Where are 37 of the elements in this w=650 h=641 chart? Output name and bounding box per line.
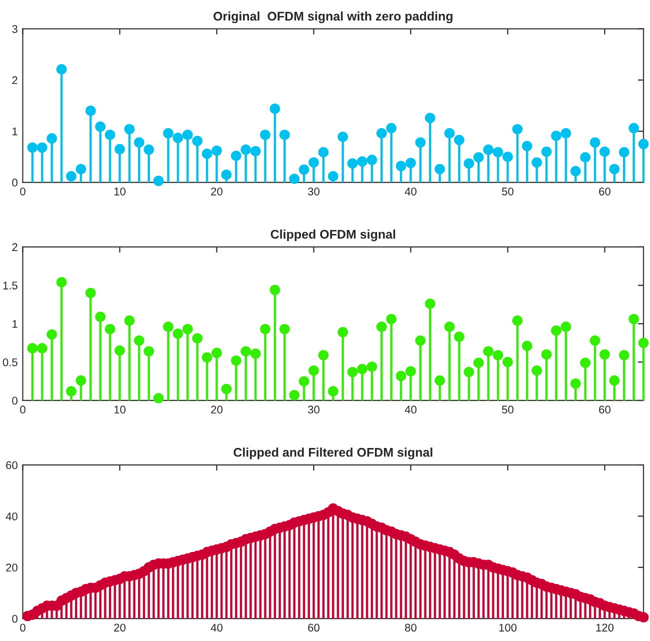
x-tick-label: 40 bbox=[404, 188, 416, 196]
y-tick-label: 2 bbox=[12, 76, 18, 84]
x-tick-label: 0 bbox=[20, 624, 26, 632]
x-tick-label: 40 bbox=[210, 624, 222, 632]
y-tick-label: 0 bbox=[12, 396, 18, 405]
y-tick-label: 20 bbox=[6, 564, 18, 572]
x-tick-label: 30 bbox=[308, 406, 320, 414]
x-tick-label: 60 bbox=[599, 188, 610, 196]
x-tick-label: 0 bbox=[20, 406, 26, 414]
x-tick-label: 0 bbox=[20, 188, 26, 196]
y-tick-label: 1 bbox=[12, 320, 18, 328]
y-tick-label: 3 bbox=[12, 25, 18, 33]
x-tick-label: 30 bbox=[308, 188, 320, 196]
y-tick-label: 40 bbox=[6, 512, 18, 520]
chart-title: Original OFDM signal with zero padding bbox=[214, 11, 452, 24]
y-tick-label: 0 bbox=[12, 614, 18, 623]
x-tick-label: 20 bbox=[211, 406, 222, 414]
y-tick-label: 2 bbox=[12, 243, 18, 251]
x-tick-label: 120 bbox=[596, 624, 614, 632]
x-tick-label: 60 bbox=[599, 406, 610, 414]
x-tick-label: 60 bbox=[308, 624, 320, 632]
x-tick-label: 10 bbox=[114, 406, 126, 414]
x-tick-label: 80 bbox=[405, 624, 416, 632]
x-tick-label: 10 bbox=[114, 188, 126, 196]
y-tick-label: 1.5 bbox=[3, 282, 18, 290]
x-tick-label: 40 bbox=[404, 406, 416, 414]
y-tick-label: 0 bbox=[12, 178, 18, 187]
y-tick-label: 1 bbox=[12, 128, 18, 136]
x-tick-label: 100 bbox=[499, 624, 517, 632]
chart-title: Clipped and Filtered OFDM signal bbox=[234, 448, 432, 460]
x-tick-label: 50 bbox=[502, 188, 514, 196]
x-tick-label: 20 bbox=[114, 624, 126, 632]
x-tick-label: 20 bbox=[211, 188, 222, 196]
x-tick-label: 50 bbox=[502, 406, 514, 414]
y-tick-label: 0.5 bbox=[2, 358, 18, 366]
chart-title: Clipped OFDM signal bbox=[270, 230, 396, 242]
y-tick-label: 60 bbox=[6, 461, 18, 470]
